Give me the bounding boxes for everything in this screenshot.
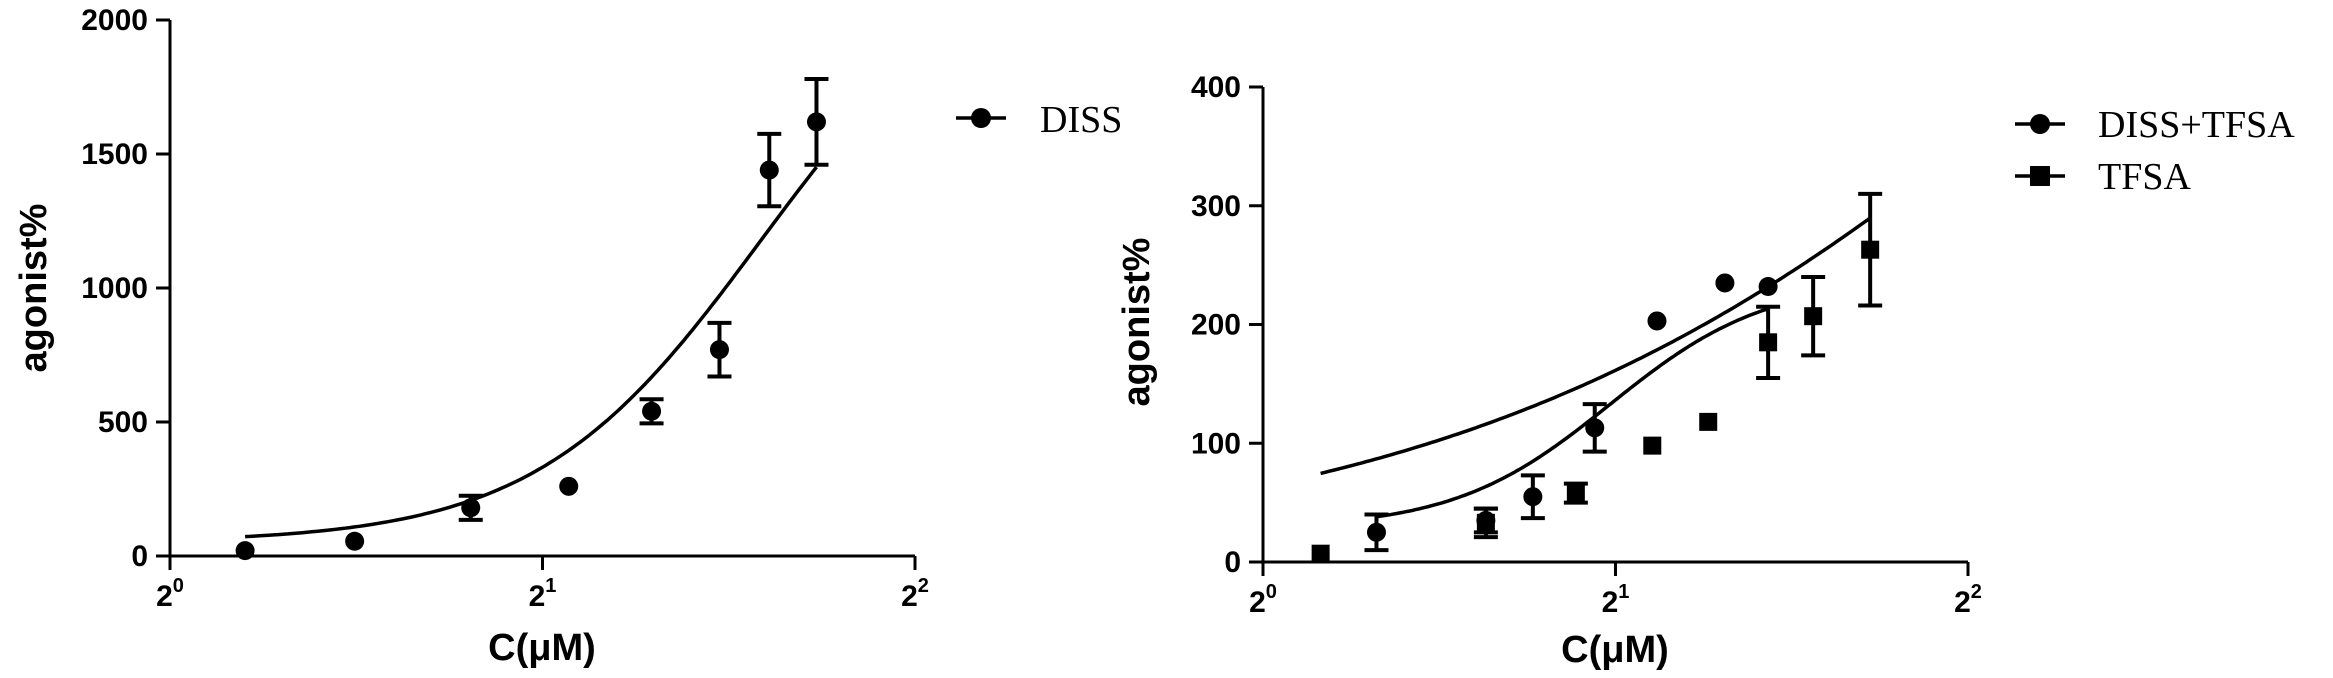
data-point-square	[1699, 412, 1718, 431]
x-ticks-left: 20 21 22	[156, 556, 929, 613]
legend-label-tfsa: TFSA	[2098, 156, 2191, 198]
legend-label-diss: DISS	[1040, 99, 1122, 141]
y-tick-label: 300	[1191, 190, 1241, 223]
y-tick-label: 0	[131, 540, 148, 573]
fit-curves-left	[245, 166, 818, 539]
y-axis-title: agonist%	[1116, 238, 1158, 407]
y-tick-label: 1500	[81, 138, 148, 171]
x-axis-title: C(μM)	[1561, 629, 1669, 671]
data-point-square	[1643, 436, 1662, 455]
error-bars-left	[458, 76, 829, 522]
data-point-circle	[1758, 277, 1778, 296]
data-point-square	[1804, 307, 1823, 326]
y-tick-label: 2000	[81, 4, 148, 37]
chart-right: 0 100 200 300 400 20 21 22 agonist% C(μM) DISS…	[1116, 71, 2295, 671]
data-point-square	[1476, 513, 1495, 532]
data-point-circle	[1715, 273, 1735, 293]
plot-right-axes	[1261, 87, 1968, 564]
legend-marker-diss-tfsa	[2030, 114, 2050, 134]
y-tick-label: 0	[1224, 546, 1241, 579]
y-tick-label: 1000	[81, 272, 148, 305]
data-point-circle	[1647, 311, 1667, 331]
markers-left	[235, 112, 826, 561]
data-point-circle	[559, 476, 579, 496]
x-tick-label: 22	[901, 575, 929, 613]
x-axis-title: C(μM)	[488, 627, 596, 669]
markers-right	[1311, 240, 1880, 563]
y-tick-label: 100	[1191, 427, 1241, 460]
data-point-circle	[235, 541, 255, 561]
data-point-circle	[461, 498, 481, 518]
data-point-square	[1759, 333, 1778, 352]
y-ticks-right: 0 100 200 300 400	[1191, 71, 1263, 579]
data-point-circle	[642, 401, 662, 421]
y-axis-title: agonist%	[13, 204, 55, 373]
data-point-circle	[1585, 418, 1605, 438]
fit-curve-diss	[245, 166, 818, 539]
fit-curves-right	[1320, 216, 1872, 519]
error-bars-right	[1364, 191, 1883, 553]
y-tick-label: 400	[1191, 71, 1241, 104]
legend-label-diss-tfsa: DISS+TFSA	[2098, 104, 2295, 146]
data-point-square	[1566, 484, 1585, 503]
data-point-circle	[1366, 522, 1386, 542]
x-tick-label: 21	[529, 575, 557, 613]
chart-left: 0 500 1000 1500 2000 20 21 22 agonist% C(μM) D…	[13, 4, 1122, 669]
fit-curve-tfsa	[1320, 216, 1872, 476]
x-tick-label: 20	[1249, 581, 1277, 619]
data-point-circle	[806, 112, 826, 132]
data-point-circle	[1523, 487, 1543, 507]
data-point-circle	[345, 531, 365, 551]
legend-marker-tfsa	[2030, 166, 2050, 186]
y-tick-label: 500	[98, 406, 148, 439]
fit-curve-diss-tfsa	[1376, 307, 1769, 519]
y-ticks-left: 0 500 1000 1500 2000	[81, 4, 170, 573]
legend-right: DISS+TFSA TFSA	[2015, 104, 2295, 198]
y-tick-label: 200	[1191, 309, 1241, 342]
data-point-square	[1861, 240, 1880, 259]
legend-marker-diss	[971, 108, 991, 128]
plot-left-axes	[168, 20, 915, 558]
data-point-square	[1311, 544, 1330, 563]
data-point-circle	[759, 160, 779, 180]
x-tick-label: 22	[1954, 581, 1982, 619]
x-ticks-right: 20 21 22	[1249, 562, 1982, 619]
legend-left: DISS	[956, 99, 1122, 141]
data-point-circle	[709, 340, 729, 360]
x-tick-label: 21	[1602, 581, 1630, 619]
x-tick-label: 20	[156, 575, 184, 613]
